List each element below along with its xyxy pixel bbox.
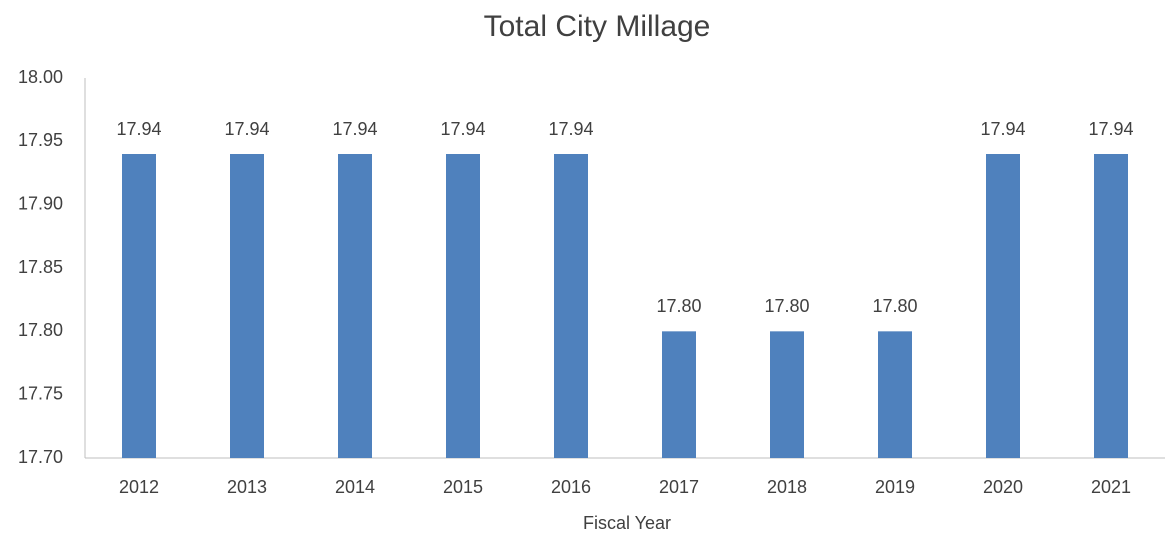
bar [986,154,1020,458]
x-tick-label: 2014 [335,477,375,497]
bar [770,331,804,458]
bar [554,154,588,458]
x-tick-label: 2013 [227,477,267,497]
data-label: 17.80 [764,296,809,316]
bar [446,154,480,458]
y-tick-label: 17.75 [18,383,63,403]
data-label: 17.94 [548,119,593,139]
y-tick-label: 17.95 [18,130,63,150]
x-tick-label: 2016 [551,477,591,497]
y-tick-label: 17.70 [18,447,63,467]
data-label: 17.80 [656,296,701,316]
x-axis-label: Fiscal Year [583,513,671,533]
x-tick-label: 2018 [767,477,807,497]
data-label: 17.94 [980,119,1025,139]
x-tick-label: 2017 [659,477,699,497]
x-tick-label: 2021 [1091,477,1131,497]
y-tick-label: 18.00 [18,67,63,87]
bar [1094,154,1128,458]
y-tick-label: 17.90 [18,193,63,213]
y-tick-label: 17.80 [18,320,63,340]
bar [878,331,912,458]
bar [122,154,156,458]
data-label: 17.94 [1088,119,1133,139]
x-tick-label: 2012 [119,477,159,497]
bar [662,331,696,458]
x-tick-label: 2015 [443,477,483,497]
bar [230,154,264,458]
y-tick-label: 17.85 [18,257,63,277]
data-label: 17.94 [440,119,485,139]
x-tick-label: 2020 [983,477,1023,497]
data-label: 17.94 [332,119,377,139]
data-label: 17.94 [116,119,161,139]
bar [338,154,372,458]
data-label: 17.94 [224,119,269,139]
data-label: 17.80 [872,296,917,316]
chart-title: Total City Millage [484,10,711,43]
x-tick-label: 2019 [875,477,915,497]
